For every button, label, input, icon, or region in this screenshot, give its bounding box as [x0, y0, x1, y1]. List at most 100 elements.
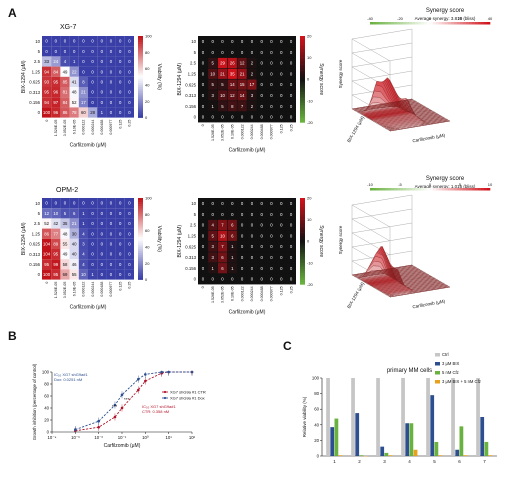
opm2-synergy-x-title: Carfilzomib (μM): [229, 309, 266, 315]
xg7-surface-scorebar-seg: [394, 22, 398, 25]
xg7-synergy-cell-label: 0: [251, 115, 254, 120]
panel-letter-a: A: [8, 6, 17, 20]
xg7-synergy-y-tick: 0.313: [185, 93, 196, 98]
xg7-synergy-cbar-tick: 0: [307, 77, 310, 82]
opm2-synergy-colorbar-seg: [300, 200, 305, 203]
xg7-viability-cell-label: 0: [101, 100, 104, 105]
xg7-viability-x-tick: 6.10E-05: [72, 120, 76, 135]
opm2-synergy-colorbar-seg: [300, 236, 305, 240]
opm2-viability-x-tick: 1.526E-05: [54, 282, 58, 299]
opm2-viability-colorbar-seg: [138, 271, 143, 274]
opm2-viability-cell-label: 49: [63, 252, 68, 257]
opm2-synergy-cell-label: 3: [212, 255, 215, 260]
b-y-tick-label: 20: [44, 418, 49, 423]
xg7-viability-cell: [106, 87, 116, 98]
opm2-synergy-cell: [276, 252, 286, 263]
xg7-synergy-cell-label: 0: [290, 39, 293, 44]
opm2-viability-cell: [115, 249, 125, 260]
xg7-synergy-colorbar-seg: [300, 36, 305, 39]
opm2-viability-cell: [42, 228, 52, 239]
opm2-synergy-cell: [237, 263, 247, 274]
xg7-viability-cell-label: 0: [119, 80, 122, 85]
opm2-surface-surface-ridge: [357, 268, 418, 279]
opm2-synergy-cell-label: 0: [261, 255, 264, 260]
opm2-synergy-cell: [247, 252, 257, 263]
opm2-viability-cell: [69, 228, 79, 239]
xg7-synergy-cell-label: 0: [280, 50, 283, 55]
opm2-synergy-cell: [266, 273, 277, 285]
xg7-viability-cell-label: 33: [44, 59, 49, 64]
xg7-viability-colorbar-seg: [138, 38, 143, 41]
opm2-viability-cell-label: 0: [64, 201, 67, 206]
xg7-synergy-cell: [227, 68, 237, 79]
xg7-surface-surface-ridge: [353, 99, 414, 110]
opm2-synergy-colorbar-seg: [300, 280, 305, 283]
opm2-synergy-cell: [217, 252, 228, 263]
xg7-viability-cell: [51, 76, 61, 87]
opm2-viability-colorbar-seg: [138, 218, 143, 221]
opm2-synergy-cell-label: 0: [290, 244, 293, 249]
xg7-viability-colorbar-seg: [138, 50, 143, 53]
xg7-viability-cell: [97, 107, 107, 118]
opm2-synergy-cell: [227, 252, 237, 263]
b-legend-label-0: XG7 shG9a #1 CTR: [170, 390, 206, 395]
xg7-synergy-y-tick: 0.625: [185, 82, 196, 87]
c-legend-label-3: 3 μM BIX + 5 nM Cfz: [442, 379, 481, 384]
xg7-viability-colorbar-seg: [138, 70, 143, 74]
b-legend-marker-0: [163, 390, 167, 394]
opm2-synergy-cell-label: 0: [202, 223, 205, 228]
xg7-viability-cell: [88, 36, 98, 47]
opm2-synergy-colorbar-seg: [300, 219, 305, 223]
opm2-viability-cell-label: 100: [43, 272, 51, 277]
opm2-synergy-cell-label: 0: [280, 266, 283, 271]
opm2-viability-x-tick: 0.000488: [100, 282, 104, 297]
xg7-viability-cell-label: 97: [53, 100, 58, 105]
opm2-synergy-cell-label: 0: [270, 244, 273, 249]
opm2-viability-cell-label: 0: [119, 211, 122, 216]
opm2-synergy-x-tick: 3.052E-05: [221, 286, 225, 303]
opm2-synergy-cell-label: 6: [231, 233, 234, 238]
opm2-surface-surface-ridge: [355, 266, 416, 278]
xg7-surface-surface-ridge: [356, 101, 417, 112]
opm2-synergy-cell: [198, 230, 208, 241]
opm2-synergy-cell: [247, 209, 257, 220]
xg7-viability-cell-label: 0: [110, 110, 113, 115]
opm2-synergy-cell: [198, 219, 208, 231]
xg7-synergy-cell-label: 7: [241, 104, 244, 109]
opm2-surface-scorebar-seg: [370, 188, 374, 191]
xg7-synergy-cell-label: 0: [270, 115, 273, 120]
opm2-surface-wall-grid: [351, 236, 413, 248]
xg7-viability-cell: [78, 97, 88, 108]
xg7-viability-x-tick: 1.526E-05: [54, 120, 58, 137]
xg7-viability-cell: [124, 56, 134, 67]
xg7-synergy-cell-label: 0: [261, 71, 264, 76]
opm2-surface-surface-ridge: [356, 267, 417, 278]
opm2-viability-cbar-tick: 80: [145, 212, 150, 217]
xg7-viability-x-tick: 0.000122: [82, 120, 86, 135]
opm2-synergy-cell-label: 0: [241, 223, 244, 228]
xg7-surface-scorebar-tick: 0: [429, 16, 432, 21]
xg7-viability-cell-label: 0: [110, 69, 113, 74]
xg7-viability-cell-label: 0: [64, 49, 67, 54]
xg7-synergy-colorbar-seg: [300, 40, 305, 43]
xg7-synergy-cell: [208, 90, 218, 101]
xg7-viability-colorbar-seg: [138, 54, 143, 57]
xg7-surface-scorebar-seg: [466, 22, 470, 25]
xg7-synergy-cell: [276, 68, 286, 79]
opm2-synergy-cell: [257, 198, 267, 209]
synergy-score-title-xg7: Synergy score: [425, 8, 465, 14]
opm2-synergy-cell: [217, 219, 228, 231]
xg7-surface-scorebar-seg: [406, 22, 410, 25]
xg7-viability-cell: [115, 36, 125, 47]
c-bar-1: [380, 446, 385, 456]
xg7-synergy-cell: [198, 90, 208, 101]
xg7-viability-cell: [124, 46, 134, 57]
opm2-viability-cell-label: 0: [101, 231, 104, 236]
opm2-viability-cell-label: 0: [91, 252, 94, 257]
xg7-synergy-cell-label: 0: [280, 93, 283, 98]
xg7-viability-cell-label: 0: [91, 100, 94, 105]
xg7-viability-cell: [97, 87, 107, 98]
xg7-surface-wall-grid: [351, 70, 413, 82]
xg7-synergy-cell: [237, 68, 247, 79]
xg7-viability-cell-label: 0: [110, 49, 113, 54]
